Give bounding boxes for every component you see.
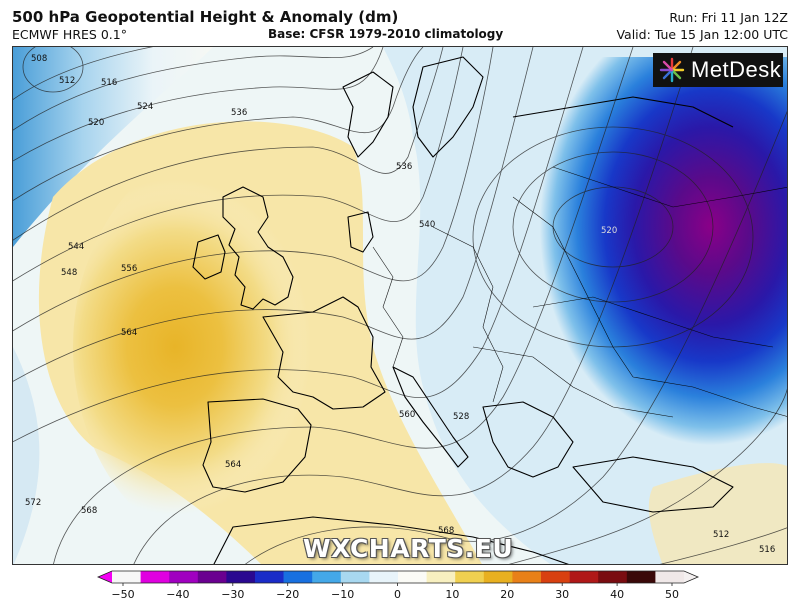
contour-label: 528 xyxy=(453,412,469,422)
colorbar-cell xyxy=(512,571,542,583)
colorbar-cell xyxy=(283,571,313,583)
contour-label: 520 xyxy=(88,118,104,128)
height-contours xyxy=(13,47,787,564)
colorbar-cell xyxy=(197,571,227,583)
southeast-positive-anomaly xyxy=(648,463,787,564)
contour-label: 540 xyxy=(419,220,435,230)
contour-label: 556 xyxy=(121,264,137,274)
map-canvas: 508 512 516 520 524 536 544 548 556 564 … xyxy=(13,47,787,564)
colorbar-cell xyxy=(655,571,685,583)
baltic-coast xyxy=(512,96,734,128)
colorbar-cell xyxy=(541,571,570,583)
contour-label: 516 xyxy=(759,545,775,555)
colorbar-cell xyxy=(112,571,141,583)
colorbar-tick-label: 40 xyxy=(610,588,624,601)
positive-anomaly-core xyxy=(73,137,413,557)
metdesk-logo-text: MetDesk xyxy=(691,57,782,82)
great-britain-outline xyxy=(222,186,294,310)
colorbar-cell xyxy=(426,571,456,583)
chart-header: 500 hPa Geopotential Height & Anomaly (d… xyxy=(0,0,800,46)
chart-title: 500 hPa Geopotential Height & Anomaly (d… xyxy=(12,8,399,26)
colorbar-cell xyxy=(140,571,170,583)
colorbar-cell xyxy=(340,571,370,583)
north-africa-outline xyxy=(213,516,569,564)
contour-label: 560 xyxy=(399,410,415,420)
sweden-outline xyxy=(412,56,484,158)
contour-label: 536 xyxy=(396,162,412,172)
contour-label: 568 xyxy=(81,506,97,516)
colorbar-cell xyxy=(398,571,427,583)
colorbar-frame xyxy=(96,570,700,584)
country-borders xyxy=(372,166,787,418)
metdesk-burst-icon xyxy=(659,57,685,83)
model-label: ECMWF HRES 0.1° xyxy=(12,27,127,42)
contour-label: 564 xyxy=(225,460,241,470)
northwest-negative-anomaly xyxy=(13,47,213,247)
colorbar-cell xyxy=(255,571,284,583)
balkans-outline xyxy=(482,401,574,478)
colorbar-cells xyxy=(96,570,700,584)
france-outline xyxy=(262,296,386,410)
colorbar-tick-label: −10 xyxy=(331,588,354,601)
colorbar-cell xyxy=(226,571,256,583)
southwest-negative-anomaly xyxy=(13,347,40,564)
contour-label: 520 xyxy=(601,226,617,236)
colorbar-tick-label: 10 xyxy=(445,588,459,601)
colorbar-cell xyxy=(369,571,399,583)
contour-label: 564 xyxy=(121,328,137,338)
colorbar-cell xyxy=(169,571,199,583)
contour-label: 512 xyxy=(713,530,729,540)
turkey-outline xyxy=(572,456,734,513)
colorbar-tick-label: 20 xyxy=(500,588,514,601)
colorbar-tick-label: 30 xyxy=(555,588,569,601)
colorbar-cell xyxy=(483,571,513,583)
iberia-outline xyxy=(202,398,312,493)
colorbar-cell xyxy=(312,571,342,583)
metdesk-logo: MetDesk xyxy=(653,53,783,87)
contour-label: 568 xyxy=(438,526,454,536)
contour-label: 536 xyxy=(231,108,247,118)
run-time-label: Run: Fri 11 Jan 12Z xyxy=(669,10,788,25)
coastlines xyxy=(192,56,734,564)
anomaly-map: 508 512 516 520 524 536 544 548 556 564 … xyxy=(12,46,788,565)
ireland-outline xyxy=(192,234,226,280)
contour-label: 548 xyxy=(61,268,77,278)
anomaly-colorbar: −50 −40 −30 −20 −10 0 10 20 30 40 50 xyxy=(0,565,800,613)
norway-outline xyxy=(342,71,394,158)
colorbar-tick-label: 0 xyxy=(394,588,401,601)
colorbar-tick-label: −50 xyxy=(111,588,134,601)
colorbar-cell xyxy=(598,571,628,583)
colorbar-cell xyxy=(626,571,656,583)
contour-label: 572 xyxy=(25,498,41,508)
colorbar-tick-label: 50 xyxy=(665,588,679,601)
valid-time-label: Valid: Tue 15 Jan 12:00 UTC xyxy=(616,27,788,42)
contour-label: 508 xyxy=(31,54,47,64)
colorbar-cell xyxy=(569,571,599,583)
italy-outline xyxy=(392,366,469,468)
colorbar-canvas: −50 −40 −30 −20 −10 0 10 20 30 40 50 xyxy=(96,570,700,601)
colorbar-min-extension xyxy=(98,571,112,583)
denmark-outline xyxy=(347,211,374,253)
negative-anomaly-core xyxy=(433,57,787,514)
contour-label: 544 xyxy=(68,242,84,252)
contour-label: 524 xyxy=(137,102,153,112)
colorbar-cell xyxy=(455,571,485,583)
colorbar-tick-labels: −50 −40 −30 −20 −10 0 10 20 30 40 50 xyxy=(111,583,679,601)
contour-label: 516 xyxy=(101,78,117,88)
colorbar-tick-label: −20 xyxy=(276,588,299,601)
climatology-base-label: Base: CFSR 1979-2010 climatology xyxy=(268,27,504,41)
contour-label: 512 xyxy=(59,76,75,86)
wxcharts-watermark: WXCHARTS.EU xyxy=(303,534,514,563)
colorbar-tick-label: −40 xyxy=(166,588,189,601)
contour-label-layer: 508 512 516 520 524 536 544 548 556 564 … xyxy=(25,54,775,555)
colorbar-tick-label: −30 xyxy=(221,588,244,601)
colorbar-max-extension xyxy=(684,571,698,583)
